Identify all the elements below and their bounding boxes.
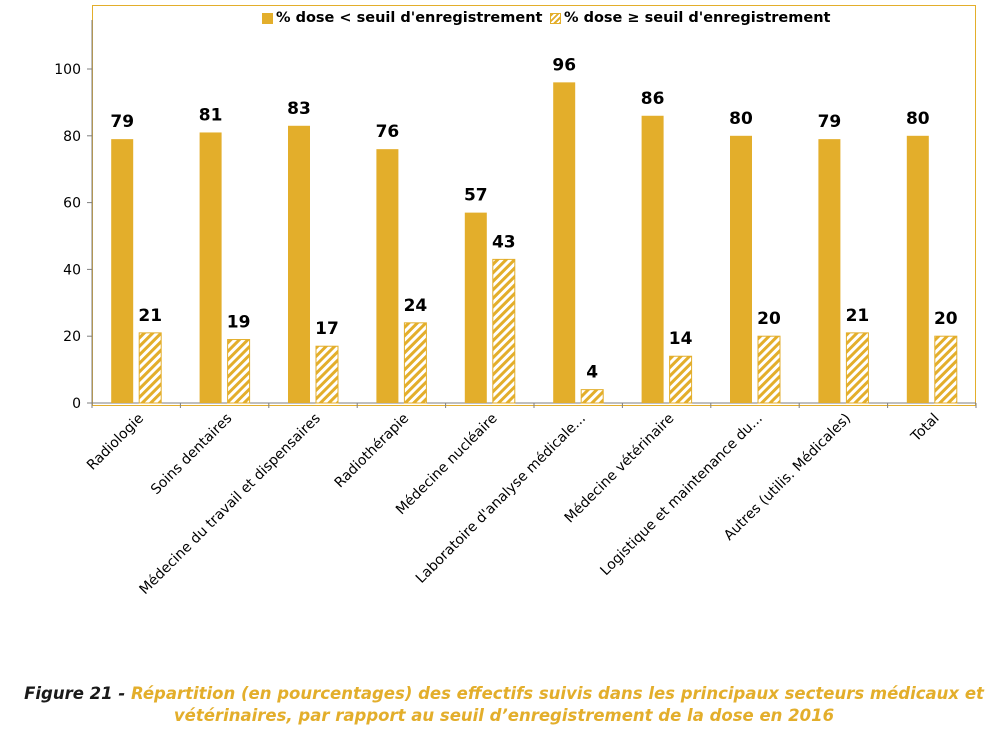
bar-below-threshold — [288, 125, 310, 403]
data-label-above-threshold: 19 — [227, 313, 251, 333]
data-label-below-threshold: 80 — [729, 109, 753, 129]
y-tick-label: 80 — [63, 129, 81, 145]
data-label-below-threshold: 57 — [464, 186, 488, 206]
legend-item-above-threshold: % dose ≥ seuil d'enregistrement — [550, 10, 830, 26]
figure-title: Répartition (en pourcentages) des effect… — [130, 684, 984, 725]
bar-above-threshold — [757, 335, 781, 404]
x-category-label: Total — [907, 411, 942, 446]
data-label-above-threshold: 4 — [586, 363, 598, 383]
data-label-below-threshold: 76 — [376, 122, 400, 142]
bar-above-threshold — [669, 355, 693, 404]
bar-above-threshold — [845, 332, 869, 404]
bar-above-threshold — [138, 332, 162, 404]
bar-below-threshold — [376, 149, 399, 403]
data-label-above-threshold: 17 — [315, 319, 339, 339]
bar-below-threshold — [553, 82, 576, 404]
bar-below-threshold — [199, 132, 222, 403]
bar-below-threshold — [464, 212, 487, 403]
bar-above-threshold — [227, 339, 251, 404]
bar-above-threshold — [315, 345, 339, 404]
bar-below-threshold — [111, 139, 134, 403]
data-label-below-threshold: 86 — [641, 89, 665, 109]
data-label-below-threshold: 83 — [287, 99, 311, 119]
y-tick-label: 20 — [63, 329, 81, 345]
figure-number: Figure 21 - — [24, 684, 131, 703]
x-category-label: Radiologie — [84, 411, 147, 474]
y-tick-label: 0 — [72, 396, 81, 412]
data-label-above-threshold: 43 — [492, 232, 516, 252]
chart-plot: 0 20 40 60 80 100 79 21 Radiologie 81 19 Soins den… — [54, 20, 977, 598]
x-category-label: Laboratoire d'analyse médicale... — [413, 411, 589, 587]
legend-swatch-solid — [262, 12, 273, 24]
y-tick-label: 100 — [54, 62, 81, 78]
figure-caption: Figure 21 - Répartition (en pourcentages… — [0, 683, 1008, 727]
data-label-below-threshold: 81 — [199, 105, 223, 125]
y-tick-label: 60 — [63, 196, 81, 212]
bar-below-threshold — [818, 139, 841, 403]
legend-item-below-threshold: % dose < seuil d'enregistrement — [262, 10, 542, 26]
bar-below-threshold — [906, 135, 929, 404]
data-label-above-threshold: 14 — [669, 329, 693, 349]
bar-below-threshold — [730, 135, 752, 404]
data-label-below-threshold: 80 — [906, 109, 930, 129]
data-label-below-threshold: 96 — [552, 55, 576, 75]
data-label-above-threshold: 21 — [846, 306, 870, 326]
data-label-above-threshold: 20 — [757, 309, 781, 329]
bar-above-threshold — [403, 322, 427, 404]
bar-above-threshold — [580, 389, 604, 404]
legend-label-below-threshold: % dose < seuil d'enregistrement — [276, 10, 543, 26]
x-category-label: Soins dentaires — [148, 411, 235, 498]
data-label-below-threshold: 79 — [110, 112, 134, 132]
x-category-label: Logistique et maintenance du... — [597, 411, 765, 579]
bar-above-threshold — [492, 258, 516, 404]
x-category-label: Médecine nucléaire — [393, 411, 501, 519]
bar-above-threshold — [934, 335, 958, 404]
data-label-above-threshold: 20 — [934, 309, 958, 329]
bar-below-threshold — [641, 115, 664, 403]
legend-swatch-hatched — [550, 12, 561, 24]
x-category-label: Radiothérapie — [332, 411, 413, 492]
data-label-below-threshold: 79 — [818, 112, 842, 132]
data-label-above-threshold: 24 — [404, 296, 428, 316]
y-tick-label: 40 — [63, 262, 81, 278]
data-label-above-threshold: 21 — [138, 306, 162, 326]
legend-label-above-threshold: % dose ≥ seuil d'enregistrement — [564, 10, 831, 26]
x-category-label: Médecine du travail et dispensaires — [136, 411, 323, 598]
